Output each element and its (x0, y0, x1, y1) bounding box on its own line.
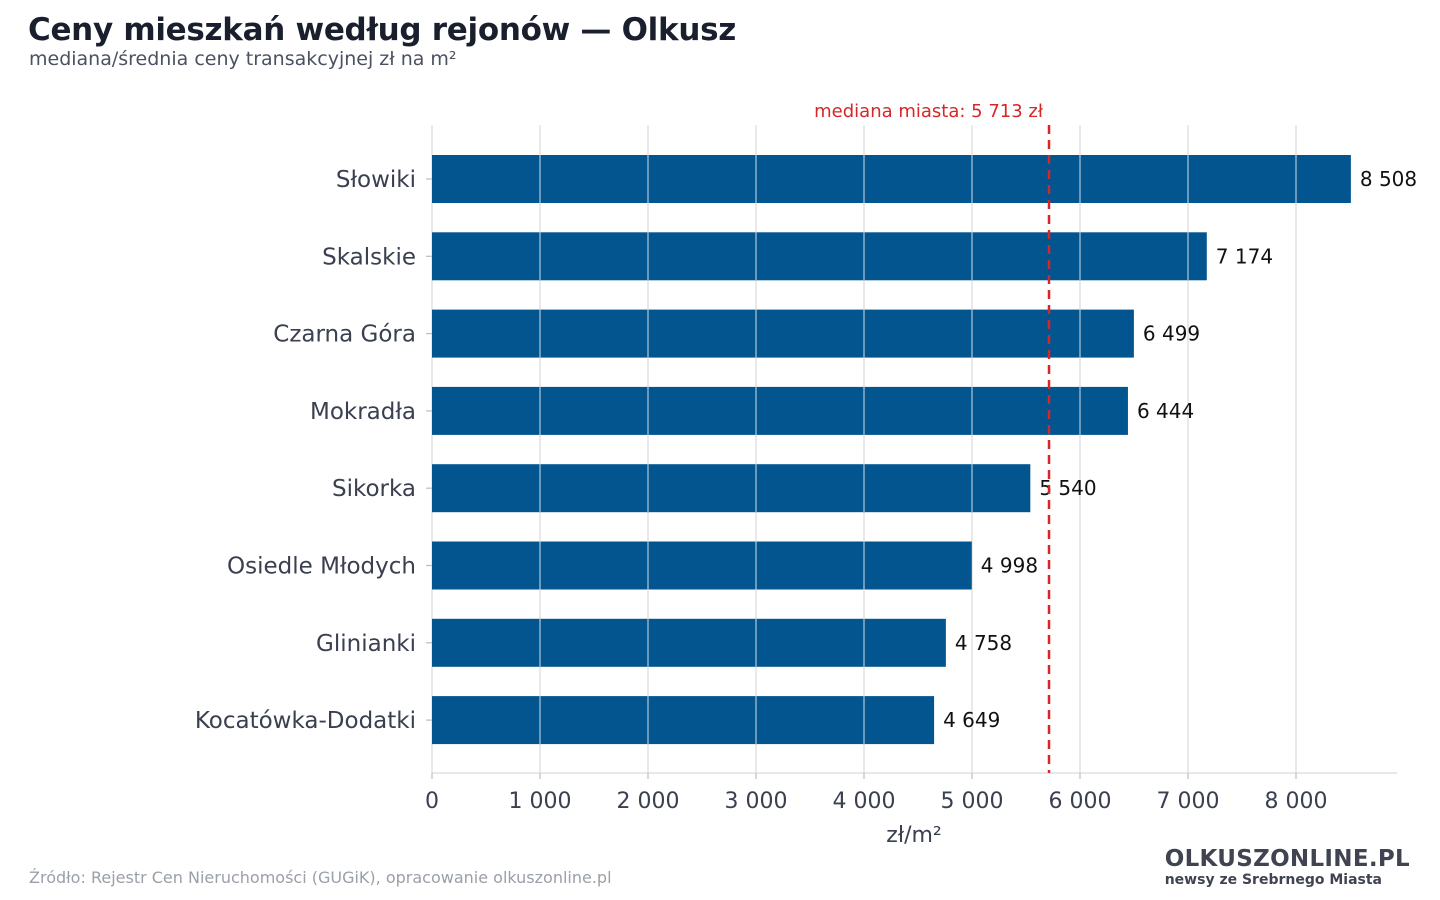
bar-2 (432, 232, 1207, 281)
chart-subtitle: mediana/średnia ceny transakcyjnej zł na… (29, 48, 457, 70)
x-tick-label: 3 000 (725, 789, 788, 814)
value-label: 8 508 (1360, 167, 1417, 191)
category-label: Skalskie (322, 244, 416, 270)
x-tick-label: 7 000 (1157, 789, 1220, 814)
site-logo: OLKUSZONLINE.PL newsy ze Srebrnego Miast… (1164, 846, 1410, 888)
category-label: Czarna Góra (273, 322, 416, 348)
bar-5 (432, 464, 1031, 513)
value-label: 6 499 (1143, 322, 1200, 346)
value-label: 4 649 (943, 708, 1000, 732)
chart-title: Ceny mieszkań według rejonów — Olkusz (28, 12, 736, 48)
x-tick-label: 6 000 (1049, 789, 1112, 814)
category-label: Glinianki (316, 631, 416, 657)
x-tick-label: 5 000 (941, 789, 1004, 814)
x-tick-label: 1 000 (509, 789, 572, 814)
category-label: Kocatówka-Dodatki (195, 708, 416, 734)
x-tick-label: 2 000 (617, 789, 680, 814)
x-tick-label: 4 000 (833, 789, 896, 814)
x-tick-label: 0 (425, 789, 439, 814)
category-label: Osiedle Młodych (227, 554, 416, 580)
x-tick-label: 8 000 (1265, 789, 1328, 814)
value-label: 7 174 (1216, 244, 1273, 268)
logo-tagline: newsy ze Srebrnego Miasta (1164, 872, 1382, 888)
value-label: 4 998 (981, 554, 1038, 578)
bar-1 (432, 155, 1351, 203)
median-reference-label: mediana miasta: 5 713 zł (814, 101, 1044, 122)
bar-8 (432, 696, 935, 745)
bar-3 (432, 309, 1134, 358)
category-label: Sikorka (332, 476, 416, 502)
x-axis-label: zł/m² (886, 823, 941, 848)
value-label: 4 758 (955, 631, 1012, 655)
category-label: Słowiki (336, 167, 416, 193)
category-label: Mokradła (310, 399, 416, 425)
bar-6 (432, 541, 972, 590)
bar-7 (432, 618, 946, 667)
logo-wordmark: OLKUSZONLINE.PL (1164, 846, 1410, 872)
value-label: 6 444 (1137, 399, 1194, 423)
source-note: Źródło: Rejestr Cen Nieruchomości (GUGiK… (29, 868, 612, 887)
bar-4 (432, 386, 1128, 435)
